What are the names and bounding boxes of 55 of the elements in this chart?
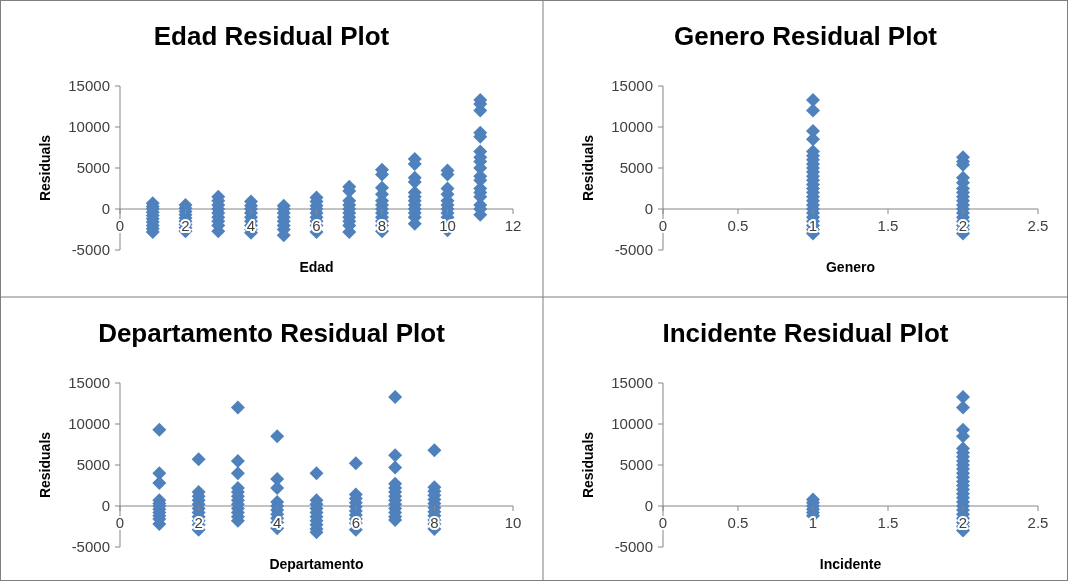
y-tick-label: -5000 [71,538,110,556]
x-tick-label: 6 [351,514,360,531]
y-tick-label: -5000 [71,241,110,259]
y-tick-label: 5000 [619,159,653,177]
y-tick-label: 5000 [76,159,110,177]
x-tick-label: 2 [194,514,203,531]
chart-title: Genero Residual Plot [674,21,938,51]
y-tick-label: -5000 [614,538,653,556]
x-axis-title: Edad [299,259,334,275]
chart-title: Incidente Residual Plot [662,318,949,348]
y-tick-label: 15000 [611,77,653,95]
y-tick-label: 10000 [68,118,110,136]
y-tick-label: 15000 [611,374,653,392]
x-tick-label: 0 [658,217,668,234]
x-tick-label: 6 [312,217,321,234]
x-tick-label: 2.5 [1027,514,1049,531]
x-tick-label: 0 [658,514,668,531]
x-tick-label: 2 [181,217,190,234]
x-tick-label: 2 [958,514,968,531]
y-tick-label: 10000 [611,415,653,433]
x-axis-title: Departamento [269,556,364,572]
y-tick-label: 0 [644,497,653,515]
x-tick-label: 1.5 [877,514,899,531]
x-tick-label: 0 [115,217,125,234]
x-tick-label: 8 [377,217,387,234]
x-tick-label: 1 [808,217,818,234]
x-tick-label: 1.5 [877,217,899,234]
x-tick-label: 12 [504,217,522,234]
x-tick-label: 8 [430,514,439,531]
y-tick-label: 0 [644,200,653,218]
chart-title: Departamento Residual Plot [98,318,446,348]
y-tick-label: 0 [101,497,110,515]
x-tick-label: 2 [958,217,968,234]
x-axis-title: Incidente [819,556,882,572]
y-tick-label: 5000 [76,456,110,474]
y-tick-label: 15000 [68,77,110,95]
y-axis-title: Residuals [580,134,596,202]
x-tick-label: 0 [115,514,125,531]
y-axis-title: Residuals [37,431,53,499]
y-tick-label: 0 [101,200,110,218]
y-tick-label: 10000 [68,415,110,433]
x-tick-label: 0.5 [727,217,749,234]
y-tick-label: 10000 [611,118,653,136]
x-tick-label: 2.5 [1027,217,1049,234]
y-tick-label: 15000 [68,374,110,392]
y-tick-label: 5000 [619,456,653,474]
x-tick-label: 10 [504,514,522,531]
y-axis-title: Residuals [580,431,596,499]
x-tick-label: 0.5 [727,514,749,531]
x-tick-label: 4 [273,514,282,531]
x-axis-title: Genero [825,259,876,275]
y-axis-title: Residuals [37,134,53,202]
x-tick-label: 4 [246,217,256,234]
chart-title: Edad Residual Plot [153,21,390,51]
y-tick-label: -5000 [614,241,653,259]
